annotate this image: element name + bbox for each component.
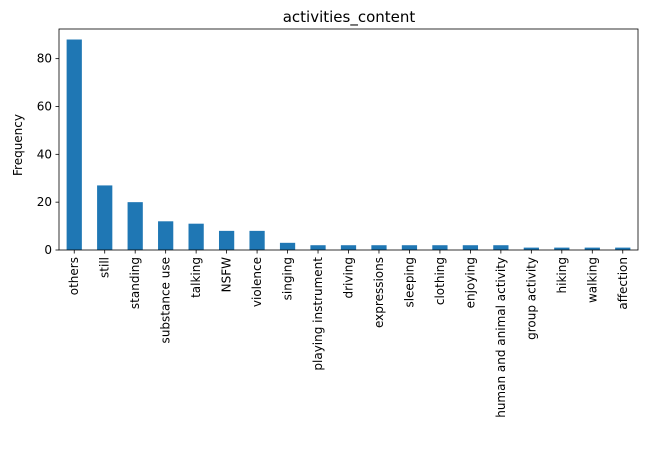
x-ticks-group: others still standing substance use talking N… bbox=[67, 250, 630, 418]
x-tick-label: clothing bbox=[433, 257, 447, 305]
bar-affection bbox=[615, 247, 631, 250]
bar-nsfw bbox=[218, 230, 235, 250]
x-tick-label: singing bbox=[281, 257, 295, 300]
bar-group-activity bbox=[523, 247, 539, 250]
x-tick-label: group activity bbox=[524, 257, 538, 340]
chart-title: activities_content bbox=[283, 8, 416, 27]
y-ticks-group: 0 20 40 60 80 bbox=[37, 52, 59, 257]
x-tick-label: walking bbox=[585, 257, 599, 303]
bar-clothing bbox=[432, 245, 448, 250]
x-tick-label: sleeping bbox=[402, 257, 416, 308]
x-tick-label: affection bbox=[616, 257, 630, 310]
x-tick-label: still bbox=[98, 257, 112, 278]
y-tick-label: 40 bbox=[37, 147, 52, 161]
y-tick-label: 60 bbox=[37, 99, 52, 113]
bar-still bbox=[97, 185, 113, 250]
bar-sleeping bbox=[401, 245, 418, 250]
x-tick-label: human and animal activity bbox=[494, 257, 508, 418]
bars-group bbox=[66, 39, 631, 250]
x-tick-label: driving bbox=[342, 257, 356, 299]
bar-violence bbox=[249, 230, 265, 250]
y-tick-label: 80 bbox=[37, 52, 52, 66]
x-tick-label: playing instrument bbox=[311, 257, 325, 371]
x-tick-label: enjoying bbox=[463, 257, 477, 308]
bar-driving bbox=[340, 245, 357, 250]
bar-enjoying bbox=[462, 245, 479, 250]
x-tick-label: violence bbox=[250, 257, 264, 307]
bar-walking bbox=[584, 247, 600, 250]
x-tick-label: others bbox=[67, 257, 81, 295]
y-tick-label: 20 bbox=[37, 195, 52, 209]
bar-talking bbox=[188, 223, 204, 250]
x-tick-label: hiking bbox=[555, 257, 569, 293]
x-tick-label: standing bbox=[128, 257, 142, 309]
bar-playing-instrument bbox=[310, 245, 326, 250]
x-tick-label: expressions bbox=[372, 257, 386, 328]
y-axis-label: Frequency bbox=[11, 114, 25, 176]
bar-substance-use bbox=[158, 221, 174, 250]
y-tick-label: 0 bbox=[44, 243, 52, 257]
bar-expressions bbox=[371, 245, 387, 250]
plot-frame bbox=[58, 28, 639, 251]
x-tick-label: substance use bbox=[159, 257, 173, 343]
bar-singing bbox=[279, 242, 296, 250]
bar-standing bbox=[127, 202, 143, 250]
bar-hiking bbox=[554, 247, 570, 250]
bar-others bbox=[66, 39, 82, 250]
x-tick-label: NSFW bbox=[220, 257, 234, 292]
bar-human-and-animal-activity bbox=[493, 245, 509, 250]
x-tick-label: talking bbox=[189, 257, 203, 298]
